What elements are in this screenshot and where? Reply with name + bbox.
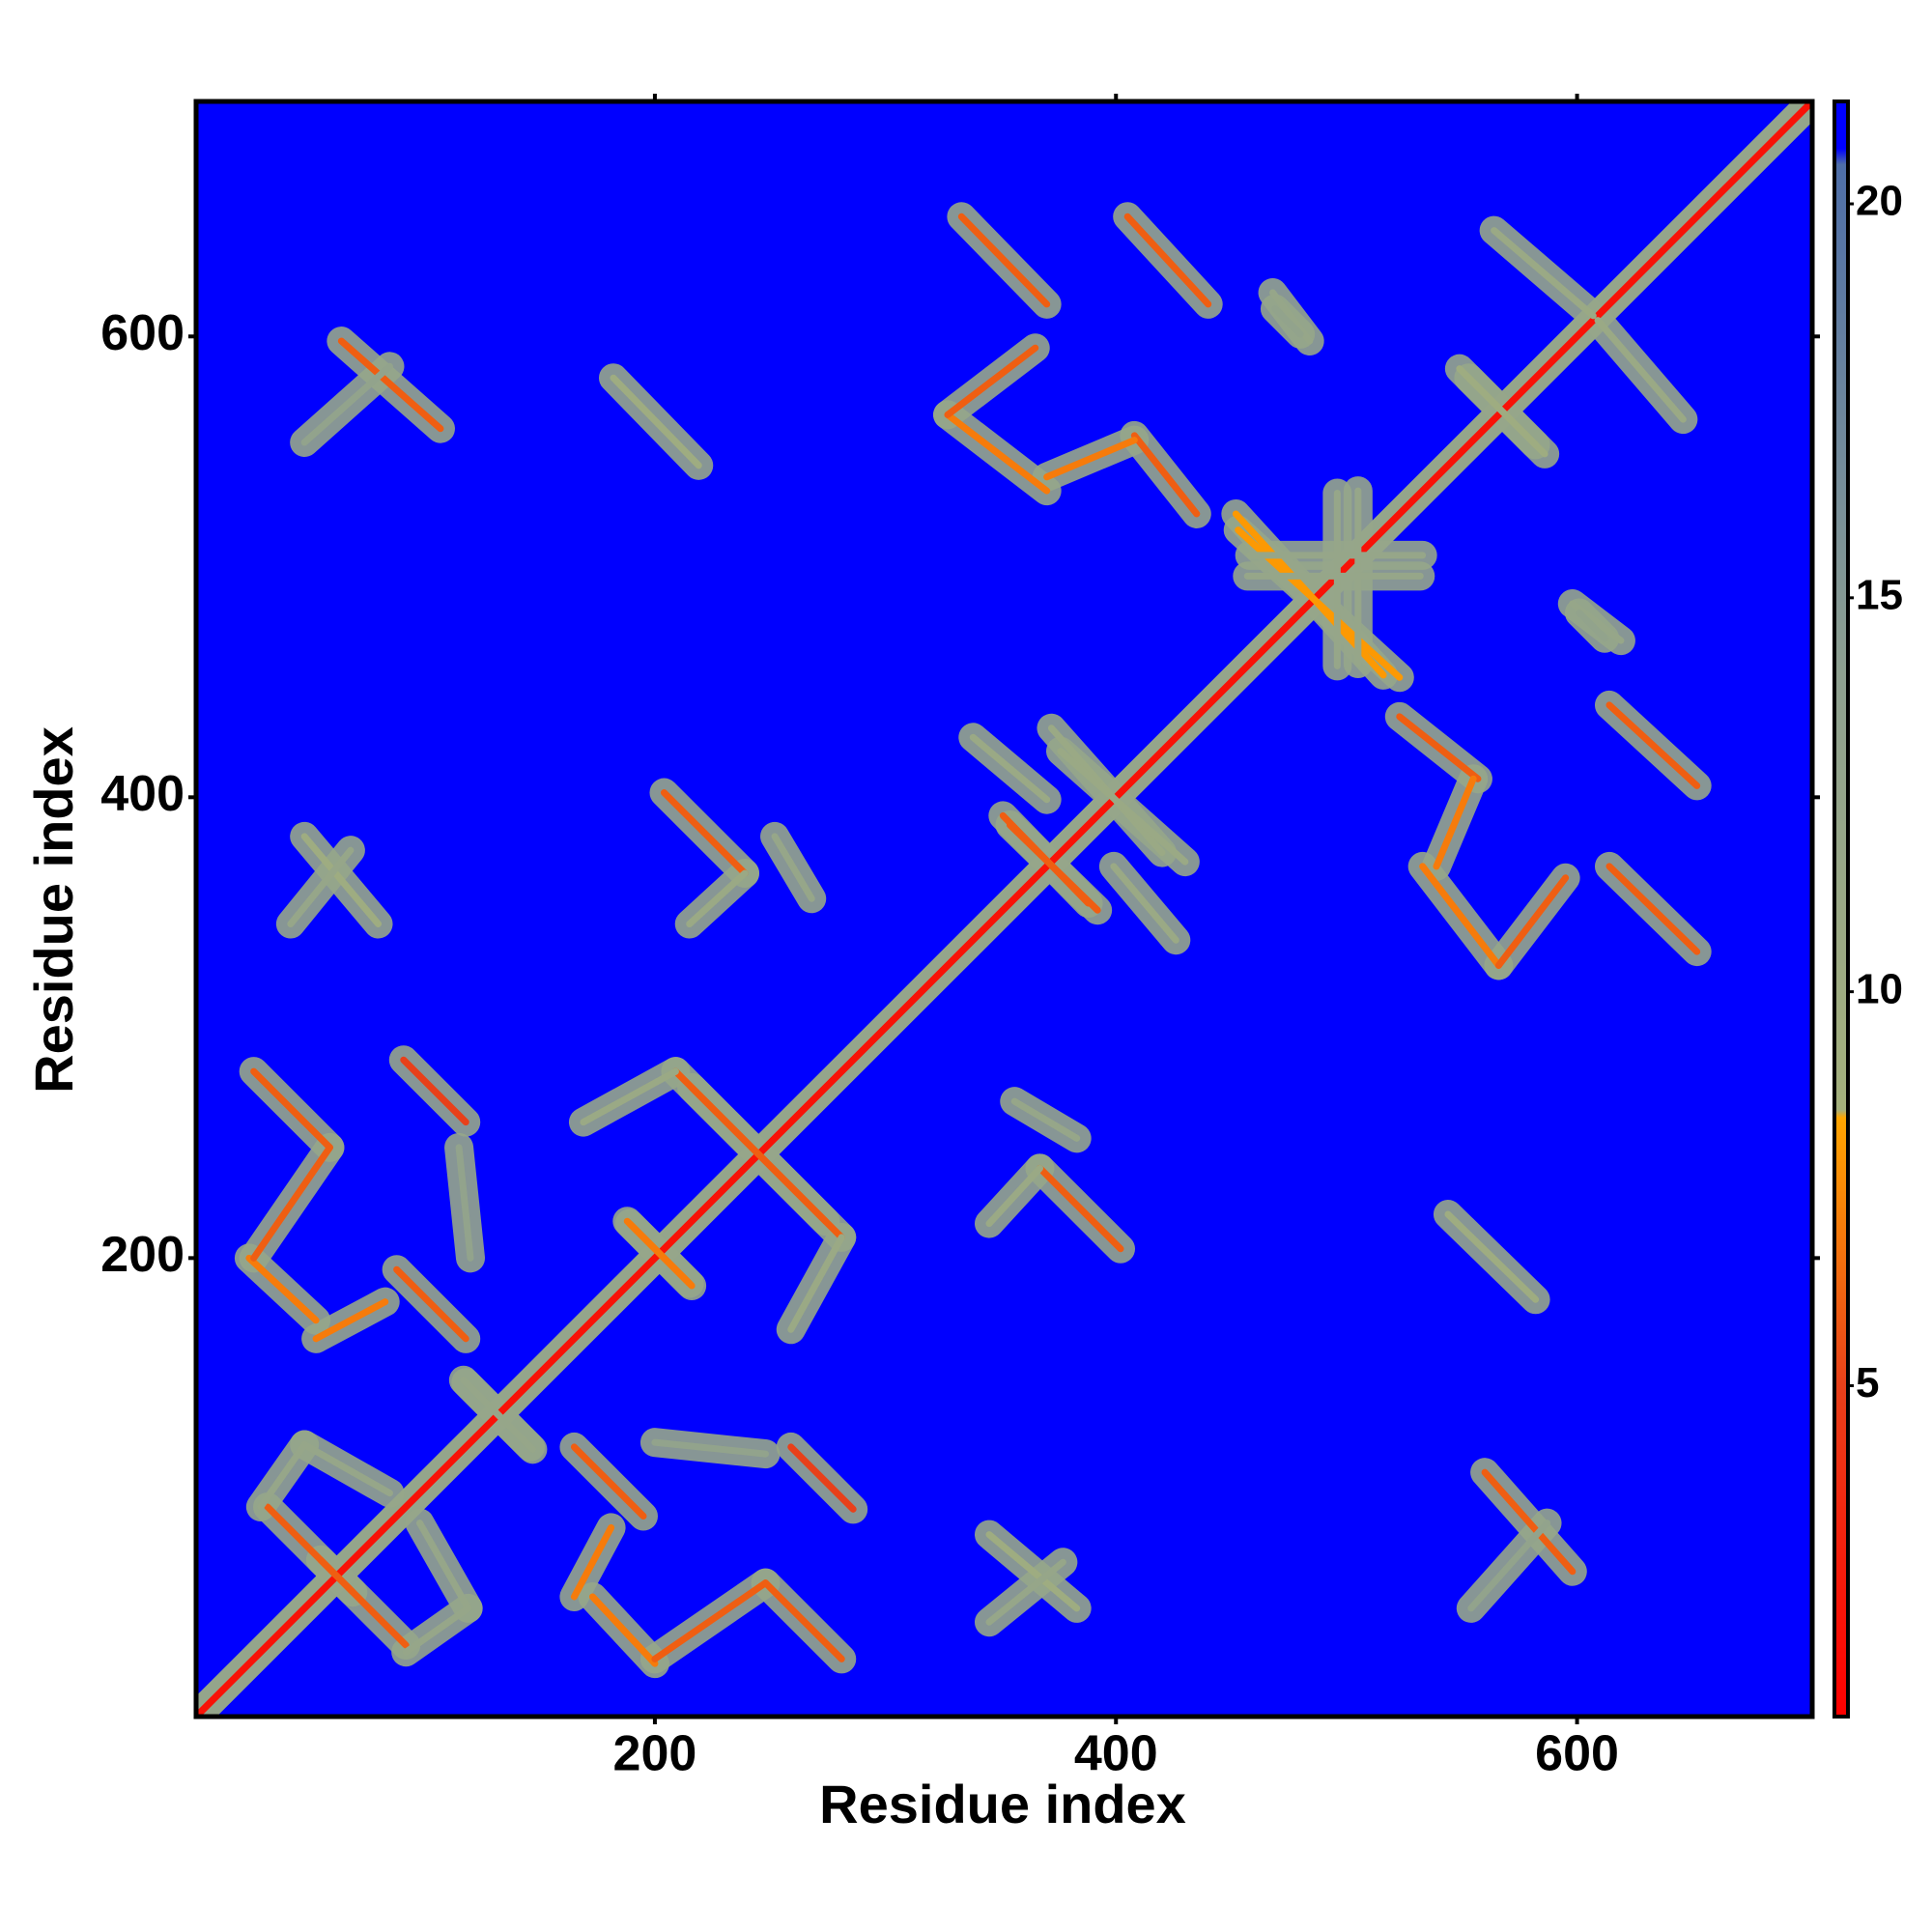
contact-core [969, 733, 1051, 804]
contact-core [623, 1217, 694, 1288]
contact-core [312, 1298, 389, 1343]
contact-core [686, 869, 749, 928]
contact-core [415, 1520, 472, 1612]
contact-core [455, 1144, 474, 1262]
contact-core [1396, 713, 1482, 782]
y-axis-title: Residue index [23, 726, 84, 1094]
y-tick-label: 400 [100, 766, 185, 822]
contact-core [1271, 305, 1304, 338]
contact-core [1130, 432, 1201, 518]
contact-core [393, 1265, 469, 1343]
contact-core [1576, 610, 1608, 642]
y-tick-label: 200 [100, 1227, 185, 1283]
plot-frame [193, 99, 1815, 1719]
contact-core [300, 1441, 393, 1497]
contact-core [1605, 701, 1701, 789]
contact-core [1464, 374, 1548, 458]
contact-core [651, 1438, 769, 1458]
contact-core [1010, 1097, 1081, 1142]
colorbar-tick-label: 20 [1856, 178, 1903, 225]
contact-core [402, 1605, 472, 1656]
contact-core [671, 1067, 830, 1225]
contact-core [1057, 748, 1189, 866]
contact-core [570, 1523, 615, 1601]
contact-core [400, 1056, 469, 1126]
contact-core [651, 1579, 769, 1662]
contact-core [1494, 874, 1570, 969]
colorbar-tick-label: 10 [1856, 965, 1903, 1012]
contact-core [1467, 1520, 1551, 1612]
contact-core [287, 846, 355, 928]
contact-core [250, 1144, 333, 1262]
contacts [196, 101, 1812, 1717]
x-tick-label: 400 [1074, 1726, 1158, 1782]
contact-core [462, 1378, 536, 1453]
contact-core [944, 411, 1051, 495]
contact-core [1605, 863, 1701, 955]
x-tick-label: 600 [1535, 1726, 1619, 1782]
contact-core [196, 101, 1812, 1717]
contact-core [985, 1558, 1066, 1626]
contact-core [245, 1254, 320, 1324]
contact-core [570, 1443, 647, 1520]
contact-core [1419, 863, 1502, 969]
contact-core [985, 1164, 1043, 1228]
contact-core [264, 1503, 356, 1596]
contact-core [1433, 775, 1477, 870]
contact-core [787, 1443, 857, 1513]
colorbar [1833, 99, 1850, 1719]
contact-core [660, 789, 749, 877]
contact-core [1006, 821, 1101, 914]
contact-core [1036, 1164, 1124, 1253]
x-axis-title: Residue index [819, 1774, 1186, 1834]
contact-core [610, 374, 702, 469]
contact-core [300, 833, 383, 928]
contact-core [1481, 1468, 1577, 1576]
contact-core [1043, 437, 1138, 481]
contact-core [985, 1531, 1081, 1612]
contact-core [771, 833, 815, 902]
x-tick-label: 200 [613, 1726, 697, 1782]
contact-core [300, 362, 393, 446]
contact-core [1123, 213, 1212, 308]
contact-core [1110, 863, 1179, 944]
contact-core [1491, 227, 1597, 320]
contact-core [337, 337, 444, 433]
colorbar-tick-label: 15 [1856, 571, 1903, 618]
contact-core [588, 1593, 659, 1667]
contact-core [257, 1441, 308, 1511]
contact-core [957, 213, 1051, 308]
contact-core [787, 1234, 845, 1333]
contact-core [761, 1579, 845, 1662]
y-tick-label: 600 [100, 305, 185, 361]
contact-core [1594, 317, 1687, 423]
colorbar-tick-label: 5 [1856, 1359, 1879, 1406]
contact-core [250, 1067, 333, 1151]
contact-core [1444, 1210, 1540, 1303]
contact-core [580, 1067, 679, 1126]
contact-core [944, 344, 1039, 418]
